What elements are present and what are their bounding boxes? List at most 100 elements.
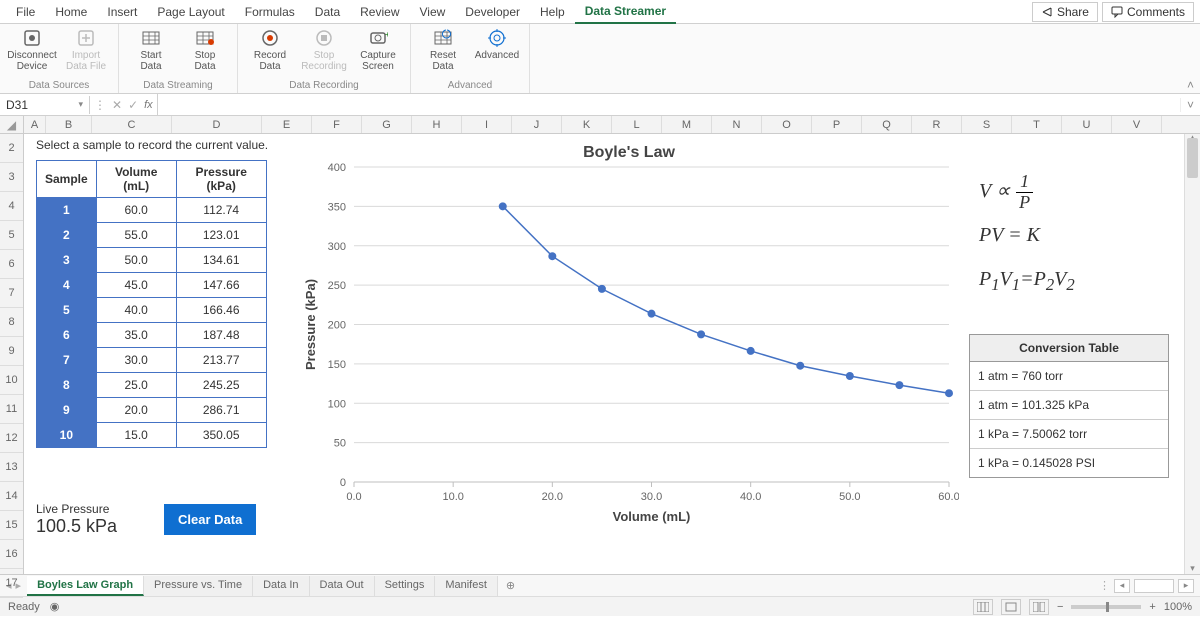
table-row[interactable]: 445.0147.66 [37, 273, 267, 298]
zoom-out-button[interactable]: − [1057, 601, 1063, 613]
volume-cell[interactable]: 40.0 [96, 298, 176, 323]
table-row[interactable]: 635.0187.48 [37, 323, 267, 348]
name-box[interactable]: D31 ▾ [0, 96, 90, 114]
volume-cell[interactable]: 35.0 [96, 323, 176, 348]
column-header-Q[interactable]: Q [862, 116, 912, 133]
pressure-cell[interactable]: 166.46 [176, 298, 266, 323]
column-header-J[interactable]: J [512, 116, 562, 133]
column-header-S[interactable]: S [962, 116, 1012, 133]
fx-icon[interactable]: fx [144, 99, 153, 111]
column-header-T[interactable]: T [1012, 116, 1062, 133]
scroll-down-icon[interactable]: ▾ [1185, 563, 1200, 574]
page-break-view-button[interactable] [1029, 599, 1049, 615]
column-header-N[interactable]: N [712, 116, 762, 133]
row-header-13[interactable]: 13 [0, 453, 23, 482]
column-header-L[interactable]: L [612, 116, 662, 133]
table-row[interactable]: 350.0134.61 [37, 248, 267, 273]
hscroll-left[interactable]: ◂ [1114, 579, 1130, 593]
sample-cell[interactable]: 8 [37, 373, 97, 398]
row-header-12[interactable]: 12 [0, 424, 23, 453]
ribbon-tab-help[interactable]: Help [530, 1, 575, 23]
formula-input[interactable] [164, 96, 1174, 113]
column-header-U[interactable]: U [1062, 116, 1112, 133]
vertical-scrollbar[interactable]: ▴ ▾ [1184, 134, 1200, 574]
pressure-cell[interactable]: 213.77 [176, 348, 266, 373]
pressure-cell[interactable]: 112.74 [176, 198, 266, 223]
formula-bar-expand-icon[interactable]: ˅ [1180, 98, 1200, 112]
table-row[interactable]: 730.0213.77 [37, 348, 267, 373]
sheet-tab-data-in[interactable]: Data In [253, 576, 309, 596]
clear-data-button[interactable]: Clear Data [164, 504, 256, 535]
row-header-8[interactable]: 8 [0, 308, 23, 337]
zoom-in-button[interactable]: + [1149, 601, 1155, 613]
table-row[interactable]: 540.0166.46 [37, 298, 267, 323]
confirm-icon[interactable]: ✓ [128, 98, 138, 112]
volume-cell[interactable]: 20.0 [96, 398, 176, 423]
table-row[interactable]: 255.0123.01 [37, 223, 267, 248]
ribbon-stop-data-button[interactable]: StopData [179, 26, 231, 78]
sheet-tab-data-out[interactable]: Data Out [310, 576, 375, 596]
column-header-I[interactable]: I [462, 116, 512, 133]
fx-dropdown-icon[interactable]: ⋮ [94, 98, 106, 112]
pressure-cell[interactable]: 245.25 [176, 373, 266, 398]
column-header-A[interactable]: A [24, 116, 46, 133]
sample-cell[interactable]: 10 [37, 423, 97, 448]
normal-view-button[interactable] [973, 599, 993, 615]
sample-cell[interactable]: 6 [37, 323, 97, 348]
formula-bar[interactable] [157, 94, 1180, 115]
row-header-11[interactable]: 11 [0, 395, 23, 424]
column-header-E[interactable]: E [262, 116, 312, 133]
column-header-P[interactable]: P [812, 116, 862, 133]
column-header-D[interactable]: D [172, 116, 262, 133]
sheet-tab-manifest[interactable]: Manifest [435, 576, 498, 596]
ribbon-tab-data-streamer[interactable]: Data Streamer [575, 0, 676, 24]
ribbon-tab-data[interactable]: Data [305, 1, 350, 23]
row-header-5[interactable]: 5 [0, 221, 23, 250]
ribbon-tab-review[interactable]: Review [350, 1, 409, 23]
row-header-3[interactable]: 3 [0, 163, 23, 192]
volume-cell[interactable]: 15.0 [96, 423, 176, 448]
page-layout-view-button[interactable] [1001, 599, 1021, 615]
name-box-dropdown-icon[interactable]: ▾ [78, 99, 83, 110]
ribbon-tab-file[interactable]: File [6, 1, 45, 23]
macro-record-icon[interactable]: ◉ [50, 600, 60, 613]
row-header-16[interactable]: 16 [0, 540, 23, 569]
column-header-O[interactable]: O [762, 116, 812, 133]
table-row[interactable]: 160.0112.74 [37, 198, 267, 223]
ribbon-advanced--button[interactable]: Advanced [471, 26, 523, 78]
volume-cell[interactable]: 55.0 [96, 223, 176, 248]
pressure-cell[interactable]: 286.71 [176, 398, 266, 423]
column-header-V[interactable]: V [1112, 116, 1162, 133]
sheet-tab-settings[interactable]: Settings [375, 576, 436, 596]
column-header-M[interactable]: M [662, 116, 712, 133]
row-header-9[interactable]: 9 [0, 337, 23, 366]
column-header-K[interactable]: K [562, 116, 612, 133]
ribbon-tab-page-layout[interactable]: Page Layout [147, 1, 234, 23]
column-header-C[interactable]: C [92, 116, 172, 133]
volume-cell[interactable]: 45.0 [96, 273, 176, 298]
ribbon-disconnect-device-button[interactable]: DisconnectDevice [6, 26, 58, 78]
volume-cell[interactable]: 60.0 [96, 198, 176, 223]
ribbon-record-data-button[interactable]: RecordData [244, 26, 296, 78]
row-header-6[interactable]: 6 [0, 250, 23, 279]
row-header-14[interactable]: 14 [0, 482, 23, 511]
ribbon-tab-insert[interactable]: Insert [97, 1, 147, 23]
select-all-triangle[interactable]: ◢ [0, 116, 24, 133]
volume-cell[interactable]: 50.0 [96, 248, 176, 273]
zoom-slider[interactable] [1071, 605, 1141, 609]
ribbon-tab-view[interactable]: View [410, 1, 456, 23]
pressure-cell[interactable]: 350.05 [176, 423, 266, 448]
table-row[interactable]: 825.0245.25 [37, 373, 267, 398]
row-header-15[interactable]: 15 [0, 511, 23, 540]
row-header-4[interactable]: 4 [0, 192, 23, 221]
sample-cell[interactable]: 1 [37, 198, 97, 223]
column-header-G[interactable]: G [362, 116, 412, 133]
column-header-H[interactable]: H [412, 116, 462, 133]
ribbon-capture-screen-button[interactable]: +CaptureScreen [352, 26, 404, 78]
column-header-F[interactable]: F [312, 116, 362, 133]
table-row[interactable]: 1015.0350.05 [37, 423, 267, 448]
sheet-tab-pressure-vs-time[interactable]: Pressure vs. Time [144, 576, 253, 596]
sheet-options-icon[interactable]: ⋮ [1099, 579, 1110, 592]
sheet-tab-boyles-law-graph[interactable]: Boyles Law Graph [27, 576, 144, 596]
volume-cell[interactable]: 25.0 [96, 373, 176, 398]
